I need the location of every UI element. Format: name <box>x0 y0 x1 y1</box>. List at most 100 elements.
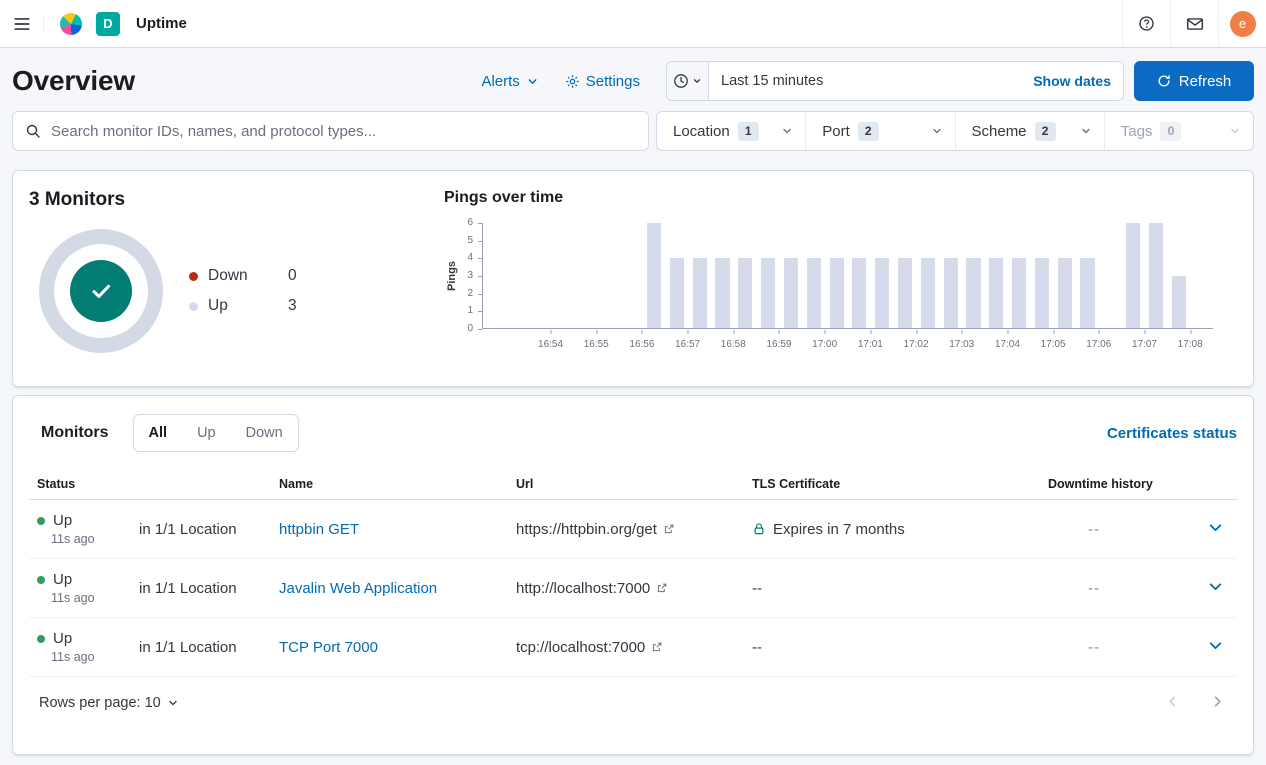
expand-row-button[interactable] <box>1207 519 1224 539</box>
monitor-table-body: Up 11s ago in 1/1 Location httpbin GET h… <box>29 500 1237 677</box>
x-tick-label: 17:05 <box>1041 329 1066 350</box>
certificates-status-link[interactable]: Certificates status <box>1106 424 1237 442</box>
page-header: Overview Alerts Settings <box>0 48 1266 101</box>
status-donut-chart <box>39 229 163 353</box>
monitor-name-link[interactable]: TCP Port 7000 <box>279 638 378 656</box>
chevron-down-icon <box>1207 578 1224 595</box>
elastic-logo[interactable] <box>44 12 96 35</box>
settings-link[interactable]: Settings <box>565 73 640 90</box>
monitor-tls-text: -- <box>752 638 762 656</box>
ping-bar <box>1148 223 1164 328</box>
x-tick-label: 17:02 <box>904 329 929 350</box>
ping-bar <box>852 258 867 328</box>
newsfeed-button[interactable] <box>1170 0 1218 47</box>
settings-label: Settings <box>585 72 640 90</box>
ping-bar <box>738 258 753 328</box>
rows-per-page-label: Rows per page: 10 <box>39 695 161 711</box>
ping-bar <box>1034 258 1049 328</box>
monitors-panel: Monitors All Up Down Certificates status… <box>12 395 1254 755</box>
column-header-name: Name <box>279 476 314 491</box>
space-badge[interactable]: D <box>96 11 120 36</box>
monitor-tls-text: Expires in 7 months <box>773 520 905 538</box>
filter-count-badge: 2 <box>857 121 879 141</box>
expand-row-button[interactable] <box>1207 637 1224 657</box>
next-page-button[interactable] <box>1210 694 1225 712</box>
monitor-name-link[interactable]: httpbin GET <box>279 520 360 538</box>
pings-y-axis: 0 1 2 3 4 5 6 <box>460 218 482 334</box>
x-tick-label: 17:01 <box>858 329 883 350</box>
up-dot <box>189 301 198 311</box>
time-range-value[interactable]: Last 15 minutes <box>709 73 1033 89</box>
app-title: Uptime <box>136 15 187 32</box>
monitor-status-cell: Up 11s ago <box>29 630 131 664</box>
monitor-url[interactable]: tcp://localhost:7000 <box>508 639 744 656</box>
monitors-title: Monitors <box>41 424 109 441</box>
help-button[interactable] <box>1122 0 1170 47</box>
check-icon <box>87 277 115 305</box>
alerts-dropdown[interactable]: Alerts <box>481 73 538 90</box>
column-header-url: Url <box>516 476 534 491</box>
filter-tags[interactable]: Tags 0 <box>1105 112 1253 150</box>
gear-icon <box>565 74 580 89</box>
y-tick-label: 0 <box>467 323 481 334</box>
monitor-url-text: tcp://localhost:7000 <box>516 638 646 656</box>
help-icon <box>1138 15 1155 32</box>
tab-down[interactable]: Down <box>231 415 298 451</box>
previous-page-button[interactable] <box>1165 694 1180 712</box>
ping-bar <box>966 258 981 328</box>
monitor-status: Up <box>53 512 73 529</box>
monitor-url[interactable]: https://httpbin.org/get <box>508 521 744 538</box>
date-picker: Last 15 minutes Show dates <box>666 61 1124 101</box>
status-up-dot <box>37 634 45 643</box>
filter-label: Scheme <box>971 122 1027 140</box>
page-title: Overview <box>12 65 135 96</box>
x-tick-label: 17:03 <box>949 329 974 350</box>
monitor-tls-certificate: -- <box>744 580 1040 597</box>
x-tick-label: 16:59 <box>766 329 791 350</box>
search-input[interactable] <box>49 121 636 141</box>
x-tick-label: 17:04 <box>995 329 1020 350</box>
pings-chart-title: Pings over time <box>444 189 564 206</box>
status-up-dot <box>37 575 45 584</box>
filter-label: Location <box>673 122 730 140</box>
filter-scheme[interactable]: Scheme 2 <box>956 112 1105 150</box>
x-tick-label: 17:06 <box>1086 329 1111 350</box>
table-row: Up 11s ago in 1/1 Location Javalin Web A… <box>29 559 1237 618</box>
show-dates-link[interactable]: Show dates <box>1033 73 1123 89</box>
filter-port[interactable]: Port 2 <box>806 112 956 150</box>
legend-item-down: Down 0 <box>189 267 297 285</box>
x-tick-label: 16:55 <box>584 329 609 350</box>
hamburger-icon <box>13 15 31 33</box>
external-link-icon <box>656 582 668 594</box>
monitor-table: Status Name Url TLS Certificate Downtime… <box>29 468 1237 677</box>
y-tick-label: 5 <box>467 234 481 246</box>
rows-per-page-button[interactable]: Rows per page: 10 <box>39 695 179 711</box>
monitor-name-link[interactable]: Javalin Web Application <box>279 579 438 597</box>
chevron-left-icon <box>1165 694 1180 709</box>
tab-up[interactable]: Up <box>182 415 231 451</box>
ping-bar <box>1126 223 1141 328</box>
ping-bar <box>1080 258 1095 328</box>
menu-button[interactable] <box>0 14 44 33</box>
monitor-url-text: https://httpbin.org/get <box>516 520 657 538</box>
user-menu-button[interactable]: e <box>1218 0 1266 47</box>
legend-label: Up <box>208 297 228 314</box>
x-tick-label: 16:56 <box>629 329 654 350</box>
ping-bar <box>875 258 890 328</box>
ping-bar <box>715 258 730 328</box>
external-link-icon <box>651 641 663 653</box>
chevron-down-icon <box>781 125 793 137</box>
quick-select-button[interactable] <box>667 62 709 100</box>
filter-location[interactable]: Location 1 <box>657 112 807 150</box>
external-link-icon <box>663 523 675 535</box>
refresh-button[interactable]: Refresh <box>1134 61 1254 101</box>
alerts-label: Alerts <box>481 72 520 90</box>
expand-row-button[interactable] <box>1207 578 1224 598</box>
monitor-status-cell: Up 11s ago <box>29 512 131 546</box>
chevron-down-icon <box>692 76 702 86</box>
monitor-url[interactable]: http://localhost:7000 <box>508 580 744 597</box>
status-legend: Down 0 Up 3 <box>189 267 297 315</box>
search-icon <box>25 123 41 139</box>
status-up-dot <box>37 516 45 525</box>
tab-all[interactable]: All <box>134 415 183 451</box>
